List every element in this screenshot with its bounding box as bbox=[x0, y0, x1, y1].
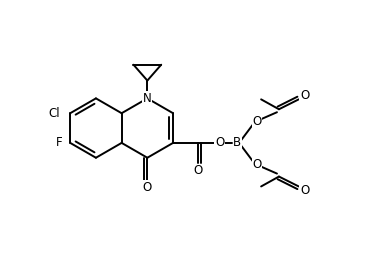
Text: F: F bbox=[56, 136, 62, 150]
Text: Cl: Cl bbox=[49, 107, 60, 120]
Text: O: O bbox=[300, 89, 309, 102]
Text: O: O bbox=[143, 181, 152, 194]
Text: B: B bbox=[233, 136, 241, 150]
Text: O: O bbox=[193, 164, 202, 177]
Text: O: O bbox=[215, 136, 224, 150]
Text: N: N bbox=[143, 92, 152, 105]
Text: O: O bbox=[252, 158, 262, 171]
Text: O: O bbox=[252, 115, 262, 128]
Text: O: O bbox=[300, 184, 309, 197]
